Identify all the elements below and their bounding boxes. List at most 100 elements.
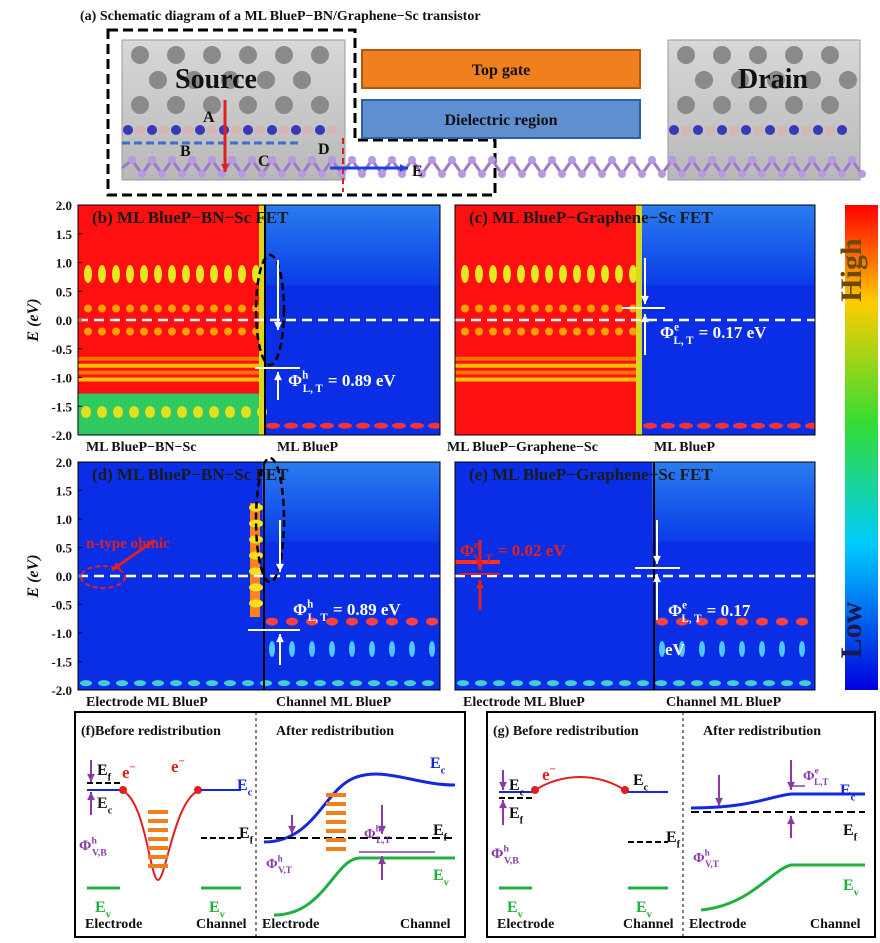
atom [858, 170, 866, 178]
symbol-part: Φ [693, 851, 705, 866]
heat-dot [503, 327, 511, 336]
symbol-label: Ec [840, 782, 856, 804]
atom [808, 156, 816, 164]
symbol-part: f [677, 840, 681, 851]
atom [681, 125, 691, 135]
label: Channel [623, 917, 674, 932]
heat-dot [587, 327, 595, 336]
heat-dot [587, 265, 595, 283]
shape [263, 772, 456, 844]
heat-dot [559, 327, 567, 336]
atom [288, 156, 296, 164]
symbol-part: E [509, 777, 520, 794]
symbol-label: Ef [97, 762, 112, 784]
label: (a) Schematic diagram of a ML BlueP−BN/G… [80, 9, 481, 24]
heatmap [78, 462, 440, 690]
heat-dot [601, 304, 609, 313]
shape [378, 856, 386, 865]
heat-dot [615, 265, 623, 283]
atom [785, 96, 803, 114]
atom [713, 96, 731, 114]
shape [486, 711, 876, 938]
symbol-part: f [444, 833, 448, 844]
dashed-ellipse [80, 565, 126, 589]
symbol-part: h [376, 824, 381, 834]
heat-dot [386, 617, 398, 626]
heat-dot [601, 680, 613, 687]
heat-dot [545, 265, 553, 283]
atom [695, 71, 713, 89]
atom [838, 170, 846, 178]
heat-dot [84, 304, 92, 313]
atom [705, 125, 715, 135]
label: B [180, 143, 191, 160]
symbol-part: L, T [308, 612, 329, 624]
heat-dot [531, 327, 539, 336]
electron [531, 786, 539, 794]
panel-title: (d) ML BlueP−BN−Sc FET [92, 465, 289, 484]
heat-dot [719, 640, 725, 657]
symbol-label: Ec [509, 777, 525, 799]
heat-dot [659, 640, 665, 657]
heat-dot [260, 680, 272, 687]
label: Top gate [472, 62, 531, 79]
heat-dot [224, 680, 236, 687]
atom [488, 156, 496, 164]
atom [348, 156, 356, 164]
atom [801, 125, 811, 135]
atom [658, 170, 666, 178]
heat-dot [145, 406, 155, 418]
atom [203, 46, 221, 64]
symbol-label: Ev [507, 899, 524, 921]
symbol-part: E [636, 899, 647, 916]
shape [274, 321, 282, 330]
heat-dot [656, 617, 668, 626]
symbol-part: c [248, 788, 253, 799]
heat-dot [587, 304, 595, 313]
atom [311, 96, 329, 114]
heat-dot [769, 422, 783, 429]
heat-dot [346, 617, 358, 626]
heat-dot [210, 304, 218, 313]
atom [198, 170, 206, 178]
heat-dot [779, 640, 785, 657]
heat-dot [601, 327, 609, 336]
atom [327, 125, 337, 135]
symbol-part: V,T [705, 859, 719, 869]
symbol-part: Φ [668, 601, 682, 620]
heat-dot [206, 680, 218, 687]
atom [813, 125, 823, 135]
atom [678, 170, 686, 178]
shape [119, 789, 202, 882]
symbol-label: Ef [433, 822, 448, 844]
heat-dot [389, 640, 395, 657]
y-tick-label: 2.0 [56, 455, 72, 470]
symbol-part: e [474, 539, 479, 551]
heat-dot [129, 406, 139, 418]
heat-dot [517, 327, 525, 336]
heat-dot [350, 680, 362, 687]
symbol-part: E [509, 805, 520, 822]
symbol-part: = 0.89 eV [328, 371, 396, 390]
heat-dot [225, 406, 235, 418]
shape [690, 792, 865, 810]
atom [788, 156, 796, 164]
heat-dot [224, 304, 232, 313]
atom [768, 156, 776, 164]
heat-dot [154, 327, 162, 336]
heat-cell [250, 503, 260, 618]
symbol-part: e [542, 765, 550, 784]
atom [588, 156, 596, 164]
y-tick-label: -2.0 [51, 683, 72, 698]
heat-dot [643, 422, 657, 429]
heat-dot [140, 265, 148, 283]
atom [257, 71, 275, 89]
atom [168, 156, 176, 164]
symbol-part: h [503, 843, 509, 854]
heat-dot [559, 304, 567, 313]
atom [498, 170, 506, 178]
heat-dot [733, 422, 747, 429]
heat-dot [517, 265, 525, 283]
symbol-part: E [209, 899, 220, 916]
symbol-label: Ev [843, 877, 860, 899]
